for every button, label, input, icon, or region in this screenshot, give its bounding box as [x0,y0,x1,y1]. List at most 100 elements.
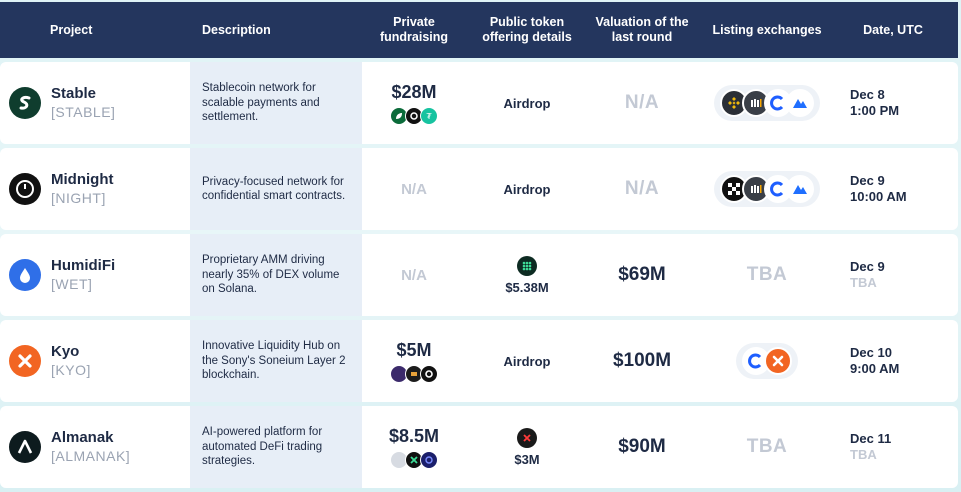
humidifi-logo-icon [9,259,41,291]
date-cell: Dec 8 1:00 PM [838,62,948,144]
header-valuation: Valuation of the last round [595,15,689,44]
public-offering-value: Airdrop [503,181,551,197]
header-date: Date, UTC [863,22,923,37]
date-time: TBA [850,275,877,290]
valuation-cell: N/A [588,148,696,230]
almanak-logo-icon [9,431,41,463]
public-offering-cell: Airdrop [466,148,588,230]
project-cell: HumidiFi [WET] [0,234,190,316]
project-name: Almanak [51,429,114,446]
public-offering-value: $3M [514,451,540,467]
launchpad-icon [517,255,537,276]
investor-icons: ₮ [390,106,438,125]
public-offering-cell: $3M [466,406,588,488]
listing-exchanges-cell: TBA [696,234,838,316]
table-row-almanak[interactable]: Almanak [ALMANAK] AI-powered platform fo… [0,406,958,488]
kyo-logo-icon [9,345,41,377]
date-day: Dec 9 [850,173,885,188]
project-cell: Kyo [KYO] [0,320,190,402]
listing-exchanges-cell [696,62,838,144]
bybit-icon[interactable] [742,175,770,203]
header-listing-exchanges: Listing exchanges [712,22,822,37]
valuation-cell: $100M [588,320,696,402]
description-cell: Privacy-focused network for confidential… [190,148,362,230]
project-name: Kyo [51,343,80,360]
listing-exchanges-cell [696,148,838,230]
date-day: Dec 11 [850,431,892,446]
private-fundraising-cell: N/A [362,148,466,230]
description-cell: Stablecoin network for scalable payments… [190,62,362,144]
project-cell: Stable [STABLE] [0,62,190,144]
launchpad-icon [517,427,537,448]
table-row-humidifi[interactable]: HumidiFi [WET] Proprietary AMM driving n… [0,234,958,316]
header-private-fundraising: Private fundraising [379,15,449,44]
public-offering-value: $5.38M [505,279,549,295]
exchange-icons [714,171,820,207]
midnight-logo-icon [9,173,41,205]
date-time: 9:00 AM [850,361,900,376]
table-row-stable[interactable]: Stable [STABLE] Stablecoin network for s… [0,62,958,144]
date-time: 1:00 PM [850,103,900,118]
header-project: Project [50,22,93,37]
private-amount: $8.5M [388,425,440,446]
investor-blue-icon [420,450,438,469]
private-fundraising-cell: $5M [362,320,466,402]
valuation-value: $100M [612,350,672,371]
date-day: Dec 9 [850,259,885,274]
listing-value: TBA [746,264,788,285]
kyo-exchange-icon[interactable] [764,347,792,375]
public-offering-value: Airdrop [503,95,551,111]
table-row-midnight[interactable]: Midnight [NIGHT] Privacy-focused network… [0,148,958,230]
project-description: Proprietary AMM driving nearly 35% of DE… [202,254,340,296]
private-fundraising-cell: N/A [362,234,466,316]
project-description: AI-powered platform for automated DeFi t… [202,426,323,468]
description-cell: AI-powered platform for automated DeFi t… [190,406,362,488]
project-ticker: [NIGHT] [51,190,106,206]
header-description: Description [202,22,271,37]
listing-exchanges-cell [696,320,838,402]
investor-tether-icon: ₮ [420,106,438,125]
private-amount: $5M [396,339,432,360]
private-fundraising-cell: $8.5M [362,406,466,488]
valuation-cell: $90M [588,406,696,488]
valuation-cell: $69M [588,234,696,316]
project-ticker: [WET] [51,276,93,292]
stable-logo-icon [9,87,41,119]
project-name: HumidiFi [51,257,116,274]
public-offering-value: Airdrop [503,353,551,369]
okx-icon[interactable] [720,175,748,203]
listing-value: TBA [746,436,788,457]
date-cell: Dec 11 TBA [838,406,948,488]
date-cell: Dec 9 10:00 AM [838,148,948,230]
project-ticker: [ALMANAK] [51,448,131,464]
public-offering-cell: $5.38M [466,234,588,316]
exchange-icons [736,343,798,379]
valuation-value: N/A [624,92,660,113]
kucoin-icon[interactable] [786,175,814,203]
project-description: Stablecoin network for scalable payments… [202,82,320,124]
exchange-icons [714,85,820,121]
valuation-value: N/A [624,178,660,199]
kucoin-icon[interactable] [786,89,814,117]
project-cell: Midnight [NIGHT] [0,148,190,230]
date-day: Dec 10 [850,345,892,360]
investor-icons [390,364,438,383]
investor-icons [390,450,438,469]
valuation-value: $90M [618,436,666,457]
date-time: TBA [850,447,877,462]
bybit-icon[interactable] [742,89,770,117]
description-cell: Proprietary AMM driving nearly 35% of DE… [190,234,362,316]
private-amount: N/A [401,266,427,284]
date-cell: Dec 10 9:00 AM [838,320,948,402]
listing-exchanges-cell: TBA [696,406,838,488]
date-time: 10:00 AM [850,189,907,204]
table-row-kyo[interactable]: Kyo [KYO] Innovative Liquidity Hub on th… [0,320,958,402]
project-name: Stable [51,85,97,102]
header-public-token-offering: Public token offering details [482,15,572,44]
project-ticker: [KYO] [51,362,91,378]
svg-text:₮: ₮ [426,112,432,121]
date-cell: Dec 9 TBA [838,234,948,316]
private-amount: $28M [391,81,437,102]
private-fundraising-cell: $28M ₮ [362,62,466,144]
